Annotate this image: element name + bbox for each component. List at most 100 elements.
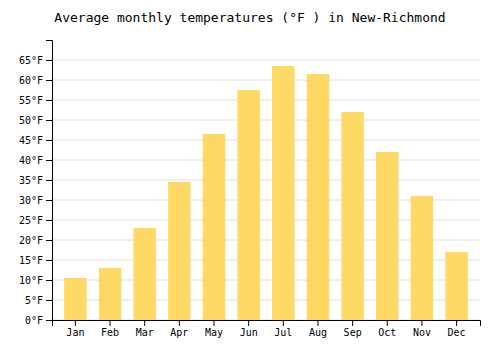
tick: May [205, 320, 223, 338]
bar [307, 74, 330, 320]
bar [133, 228, 156, 320]
tick: Mar [136, 320, 154, 338]
bar [376, 152, 399, 320]
tick-label: 45°F [19, 135, 43, 146]
grid-line [52, 80, 480, 81]
bar [203, 134, 226, 320]
tick-mark [46, 100, 52, 101]
tick: Dec [448, 320, 466, 338]
tick: Nov [413, 320, 431, 338]
tick-mark [46, 260, 52, 261]
tick-label: Dec [448, 327, 466, 338]
tick: 35°F [19, 175, 52, 186]
bar [341, 112, 364, 320]
tick-label: 5°F [25, 295, 43, 306]
tick-label: 10°F [19, 275, 43, 286]
tick: 15°F [19, 255, 52, 266]
tick: Sep [344, 320, 362, 338]
tick: Aug [309, 320, 327, 338]
chart: 0°F 5°F 10°F 15°F 20°F 25°F 30°F 35°F 40°F 45°F 50… [0, 0, 500, 350]
tick-label: Jun [240, 327, 258, 338]
grid [52, 60, 480, 320]
tick-mark [46, 120, 52, 121]
title: Average monthly temperatures (°F ) in Ne… [54, 10, 445, 25]
y-axis: 0°F 5°F 10°F 15°F 20°F 25°F 30°F 35°F 40°F 45°F 50… [19, 41, 53, 326]
tick-mark [46, 140, 52, 141]
tick: 50°F [19, 115, 52, 126]
tick: 0°F [25, 315, 52, 326]
plot: 0°F 5°F 10°F 15°F 20°F 25°F 30°F 35°F 40°F 45°F 50… [19, 41, 481, 339]
tick: 45°F [19, 135, 52, 146]
bar [237, 90, 260, 320]
tick: Apr [170, 320, 188, 338]
tick-label: 40°F [19, 155, 43, 166]
grid-line [52, 120, 480, 121]
axis-line [53, 321, 481, 327]
tick: Oct [378, 320, 396, 338]
tick: 5°F [25, 295, 52, 306]
tick-mark [456, 320, 457, 326]
tick-label: 55°F [19, 95, 43, 106]
tick-label: Sep [344, 327, 362, 338]
tick-label: Mar [136, 327, 154, 338]
tick: 10°F [19, 275, 52, 286]
tick-label: 25°F [19, 215, 43, 226]
tick-mark [46, 200, 52, 201]
grid-line [52, 60, 480, 61]
grid-line [52, 160, 480, 161]
tick: 55°F [19, 95, 52, 106]
tick-label: 30°F [19, 195, 43, 206]
tick-mark [214, 320, 215, 326]
tick-mark [387, 320, 388, 326]
tick: Jun [240, 320, 258, 338]
tick-label: Feb [101, 327, 119, 338]
tick-label: Apr [170, 327, 188, 338]
tick-mark [46, 320, 52, 321]
tick-mark [46, 60, 52, 61]
tick-label: 35°F [19, 175, 43, 186]
bars [64, 66, 468, 320]
tick-label: Nov [413, 327, 431, 338]
tick-label: 65°F [19, 55, 43, 66]
tick-label: May [205, 327, 223, 338]
tick: 60°F [19, 75, 52, 86]
tick-label: 50°F [19, 115, 43, 126]
bar [411, 196, 434, 320]
tick: 25°F [19, 215, 52, 226]
bar [99, 268, 122, 320]
axis-line [46, 41, 53, 321]
tick: 65°F [19, 55, 52, 66]
tick-mark [317, 320, 318, 326]
grid-line [52, 100, 480, 101]
tick-mark [46, 300, 52, 301]
tick-mark [179, 320, 180, 326]
tick-label: Jan [66, 327, 84, 338]
tick: 20°F [19, 235, 52, 246]
bar [272, 66, 295, 320]
tick-mark [46, 180, 52, 181]
tick-mark [46, 280, 52, 281]
tick: Jul [274, 320, 292, 338]
tick: Feb [101, 320, 119, 338]
x-axis: Jan Feb Mar Apr May Jun Jul Aug Sep Oct Nov Dec [53, 320, 481, 338]
bar [445, 252, 468, 320]
grid-line [52, 140, 480, 141]
tick-label: 0°F [25, 315, 43, 326]
tick-mark [144, 320, 145, 326]
tick-label: 15°F [19, 255, 43, 266]
tick-mark [421, 320, 422, 326]
grid-line [52, 180, 480, 181]
tick-label: Aug [309, 327, 327, 338]
tick-label: 20°F [19, 235, 43, 246]
tick: Jan [66, 320, 84, 338]
tick-mark [248, 320, 249, 326]
tick-mark [46, 80, 52, 81]
tick-label: 60°F [19, 75, 43, 86]
tick: 40°F [19, 155, 52, 166]
tick-mark [283, 320, 284, 326]
tick-mark [352, 320, 353, 326]
tick-mark [46, 220, 52, 221]
bar [168, 182, 191, 320]
tick-label: Jul [274, 327, 292, 338]
tick-mark [110, 320, 111, 326]
